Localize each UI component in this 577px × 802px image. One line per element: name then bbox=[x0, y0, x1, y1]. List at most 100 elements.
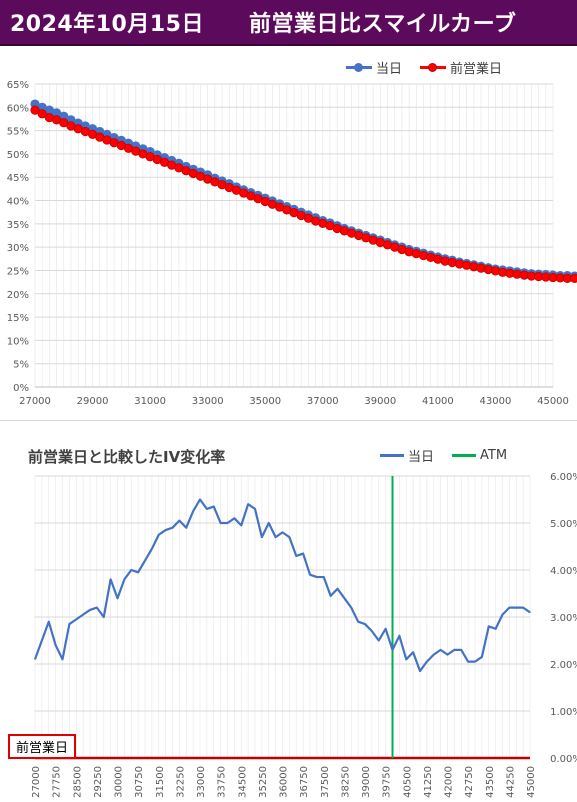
y-tick-label: 10% bbox=[7, 336, 29, 347]
data-point-today bbox=[350, 607, 352, 609]
legend-swatch-today bbox=[346, 63, 372, 72]
x-tick-label: 33000 bbox=[192, 396, 224, 407]
data-point-today bbox=[364, 623, 366, 625]
smile-curve-panel: 当日 前営業日 0% 5% 10% 15% 20% 25% 30% 35% 40% 45% 50% 5… bbox=[0, 48, 577, 421]
legend-item-atm: ATM bbox=[452, 448, 507, 463]
data-point-today bbox=[192, 510, 194, 512]
data-point-today bbox=[508, 607, 510, 609]
data-point-today bbox=[158, 534, 160, 536]
legend-label-today: 当日 bbox=[376, 62, 403, 77]
x-tick-label: 42750 bbox=[464, 766, 475, 798]
data-point-today bbox=[323, 576, 325, 578]
x-tick-label: 41000 bbox=[422, 396, 454, 407]
data-point-today bbox=[281, 531, 284, 533]
y-tick-label: 45% bbox=[7, 173, 29, 184]
data-point-today bbox=[185, 527, 187, 529]
data-point-today bbox=[288, 536, 290, 538]
data-point-prev bbox=[37, 109, 47, 119]
y-tick-label: 6.00% bbox=[550, 472, 577, 483]
y-tick-label: 1.00% bbox=[550, 707, 577, 718]
data-point-today bbox=[247, 503, 249, 505]
legend-label-atm: ATM bbox=[480, 448, 508, 463]
data-point-today bbox=[343, 597, 345, 599]
data-point-today bbox=[233, 517, 235, 519]
data-point-today bbox=[123, 578, 125, 580]
data-point-today bbox=[261, 536, 263, 538]
data-point-today bbox=[268, 522, 270, 524]
data-point-today bbox=[336, 588, 339, 590]
x-tick-label: 31500 bbox=[155, 766, 166, 798]
x-tick-label: 43500 bbox=[485, 766, 496, 798]
header-bar: 2024年10月15日 前営業日比スマイルカーブ bbox=[0, 0, 577, 46]
x-tick-label: 31000 bbox=[134, 396, 166, 407]
data-point-prev bbox=[569, 273, 577, 283]
data-point-today bbox=[378, 639, 380, 642]
data-point-today bbox=[419, 670, 421, 672]
y-tick-label: 60% bbox=[7, 103, 29, 114]
legend-swatch-prev bbox=[420, 63, 447, 72]
x-tick-label: 40500 bbox=[402, 766, 413, 798]
x-tick-label: 36750 bbox=[299, 766, 310, 798]
data-point-today bbox=[446, 654, 449, 656]
x-tick-label: 42000 bbox=[444, 766, 455, 798]
data-point-today bbox=[426, 661, 428, 663]
y-tick-label: 25% bbox=[7, 266, 29, 277]
x-tick-label: 39750 bbox=[382, 766, 393, 798]
x-tick-label: 37000 bbox=[307, 396, 339, 407]
data-point-today bbox=[68, 623, 70, 625]
data-point-today bbox=[275, 536, 277, 538]
data-point-today bbox=[467, 661, 469, 663]
x-tick-label: 36000 bbox=[279, 766, 290, 798]
x-tick-label: 45000 bbox=[537, 396, 569, 407]
legend-label-today-2: 当日 bbox=[408, 450, 435, 465]
x-tick-label: 43000 bbox=[480, 396, 512, 407]
data-point-today bbox=[529, 611, 531, 613]
data-point-today bbox=[460, 649, 462, 651]
data-point-today bbox=[103, 616, 105, 618]
data-point-today bbox=[178, 520, 180, 522]
data-point-today bbox=[405, 658, 407, 660]
data-point-today bbox=[371, 630, 373, 632]
smile-curve-chart: 0% 5% 10% 15% 20% 25% 30% 35% 40% 45% 50% 55% 60% 65%… bbox=[7, 80, 577, 407]
data-point-today bbox=[309, 574, 311, 576]
iv-change-chart: 0.00% 1.00% 2.00% 3.00% 4.00% 5.00% 6.00% 27000… bbox=[31, 472, 577, 798]
x-tick-label: 32250 bbox=[175, 766, 186, 798]
y-tick-label: 20% bbox=[7, 290, 29, 301]
data-point-today bbox=[89, 609, 91, 611]
x-tick-label: 30000 bbox=[114, 766, 125, 798]
data-point-today bbox=[206, 508, 208, 510]
data-point-today bbox=[412, 651, 414, 653]
x-tick-label: 41250 bbox=[423, 766, 434, 798]
chart1-legend: 当日 前営業日 bbox=[346, 58, 520, 77]
legend-swatch-today-2 bbox=[380, 454, 404, 457]
data-point-prev bbox=[30, 105, 40, 115]
data-point-today bbox=[501, 614, 504, 616]
y-tick-label: 55% bbox=[7, 127, 29, 138]
y-tick-label: 30% bbox=[7, 243, 29, 254]
x-tick-label: 45000 bbox=[526, 766, 537, 798]
data-point-today bbox=[171, 527, 174, 529]
data-point-today bbox=[41, 639, 43, 642]
data-point-today bbox=[165, 529, 167, 531]
y-tick-label: 50% bbox=[7, 150, 29, 161]
x-tick-label: 39000 bbox=[361, 766, 372, 798]
y-tick-label: 15% bbox=[7, 313, 29, 324]
x-tick-label: 28500 bbox=[72, 766, 83, 798]
x-tick-label: 27750 bbox=[52, 766, 63, 798]
data-point-today bbox=[199, 498, 201, 501]
y-tick-label: 0% bbox=[13, 383, 29, 394]
x-tick-label: 33750 bbox=[217, 766, 228, 798]
data-point-today bbox=[488, 625, 490, 627]
data-point-today bbox=[151, 548, 153, 550]
data-point-today bbox=[385, 628, 387, 630]
data-point-today bbox=[357, 621, 359, 623]
data-point-today bbox=[213, 505, 215, 508]
data-point-today bbox=[522, 607, 524, 609]
data-point-today bbox=[110, 578, 112, 580]
x-tick-label: 39000 bbox=[364, 396, 396, 407]
x-tick-label: 34500 bbox=[237, 766, 248, 798]
chart2-legend: 当日 ATM bbox=[380, 446, 525, 465]
x-tick-label: 27000 bbox=[31, 766, 42, 798]
data-point-today bbox=[226, 522, 229, 524]
x-tick-label: 30750 bbox=[134, 766, 145, 798]
